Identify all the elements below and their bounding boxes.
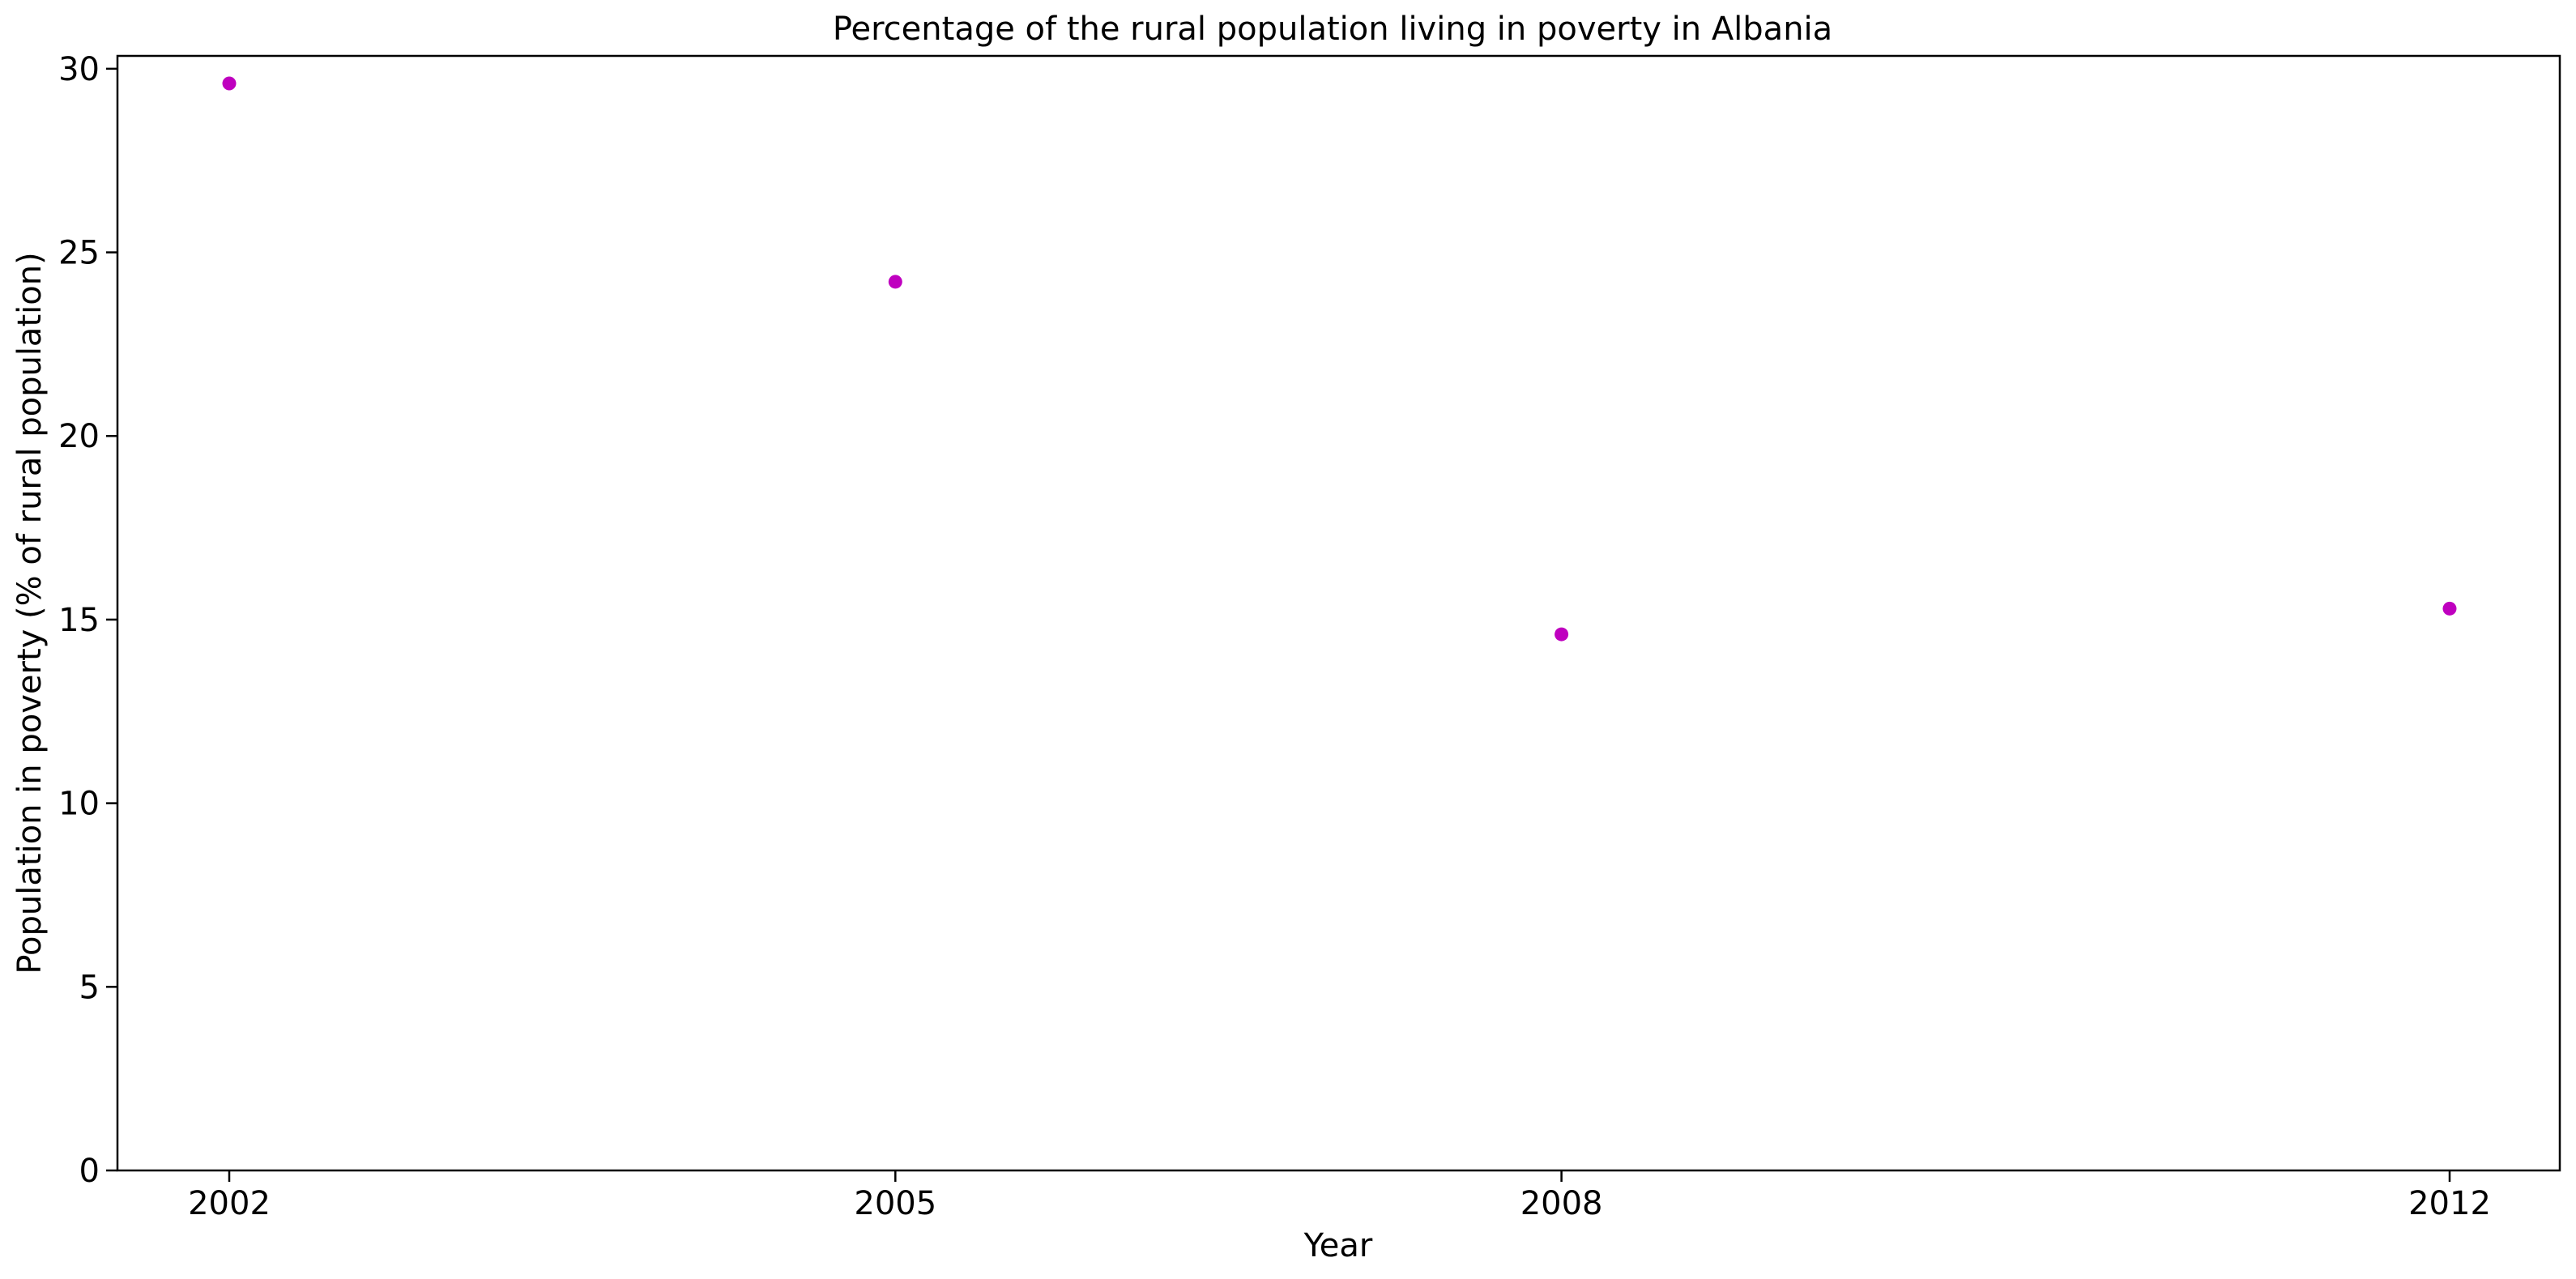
x-axis-label: Year <box>1303 1227 1373 1264</box>
x-tick-label: 2002 <box>188 1185 271 1222</box>
x-tick-label: 2012 <box>2408 1185 2491 1222</box>
y-tick-label: 5 <box>79 969 100 1006</box>
plot-frame <box>116 54 2561 1172</box>
data-points <box>222 76 2457 642</box>
y-tick-label: 20 <box>58 418 100 455</box>
y-tick-label: 0 <box>79 1153 100 1190</box>
x-tick-label: 2008 <box>1520 1185 1603 1222</box>
data-point <box>222 76 237 91</box>
data-point <box>888 275 902 289</box>
data-point <box>2442 601 2457 616</box>
data-point <box>1555 627 1569 642</box>
x-tick-label: 2005 <box>854 1185 936 1222</box>
chart-title: Percentage of the rural population livin… <box>833 11 1832 48</box>
y-tick-label: 15 <box>58 602 100 639</box>
y-tick-label: 10 <box>58 786 100 823</box>
y-axis-label: Population in poverty (% of rural popula… <box>11 252 49 974</box>
y-axis: 0 5 10 15 20 25 30 <box>58 51 117 1190</box>
y-tick-label: 25 <box>58 235 100 272</box>
x-axis: 2002 2005 2008 2012 <box>188 1170 2491 1222</box>
y-tick-label: 30 <box>58 51 100 88</box>
